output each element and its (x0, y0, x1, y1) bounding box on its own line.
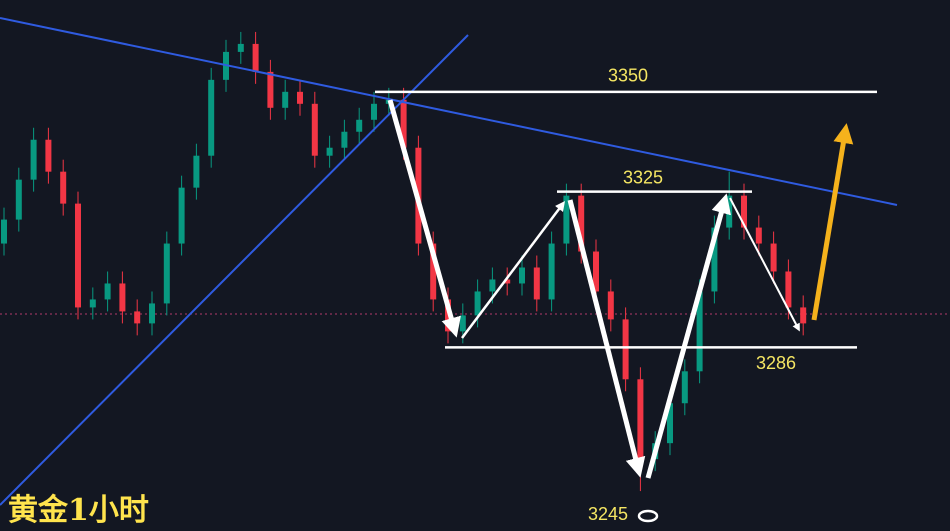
arrow (387, 99, 461, 338)
candle-body (60, 171, 67, 204)
candle-body (400, 99, 407, 148)
candle-body (533, 267, 540, 300)
candle-body (1, 219, 7, 244)
trendline (0, 34, 469, 506)
candle-body (607, 291, 614, 320)
arrow (811, 123, 854, 321)
candle-body (696, 291, 703, 372)
candle-body (755, 227, 762, 244)
candle-body (356, 119, 363, 132)
candle-body (800, 307, 807, 324)
candle-body (637, 379, 644, 460)
candle-body (149, 303, 155, 324)
candle-body (459, 315, 466, 332)
candle-body (252, 43, 259, 72)
arrow (461, 201, 566, 339)
low-marker (637, 509, 659, 523)
level-label: 3286 (756, 353, 796, 373)
arrow (645, 193, 731, 479)
candle-body (15, 179, 22, 220)
candle-body (297, 91, 303, 104)
candle-body (267, 71, 274, 108)
candle-body (770, 243, 777, 272)
candle-body (578, 195, 585, 252)
candle-body (681, 371, 688, 404)
chart-title: 黄金1小时 (8, 493, 149, 528)
candle-body (89, 299, 96, 308)
candle-body (667, 403, 673, 444)
candle-body (474, 291, 481, 316)
candle-body (119, 283, 126, 312)
candle-body (104, 283, 111, 300)
candle-body (622, 319, 629, 380)
candle-body (208, 79, 215, 156)
candle-body (519, 267, 525, 284)
level-label: 3245 (588, 504, 628, 524)
candle-body (430, 243, 437, 300)
candle-body (489, 279, 496, 292)
candle-body (193, 155, 200, 188)
arrows (387, 99, 854, 479)
candle-body (163, 243, 170, 304)
candle-body (548, 243, 555, 300)
candle-body (178, 187, 185, 244)
candle-body (282, 91, 289, 108)
candle-body (326, 147, 333, 156)
candle-body (785, 271, 792, 308)
level-label: 3325 (623, 167, 663, 187)
candle-body (341, 131, 348, 148)
candle-body (593, 251, 599, 292)
candle-body (75, 203, 81, 308)
candle-body (311, 103, 318, 156)
candle-body (45, 139, 52, 172)
candle-body (711, 227, 718, 292)
candle-body (563, 195, 570, 244)
candle-body (30, 139, 37, 180)
candle-body (371, 103, 377, 120)
arrow (567, 199, 646, 478)
candle-body (237, 43, 244, 52)
candle-body (134, 311, 141, 324)
trendline (0, 17, 898, 206)
candle-body (504, 279, 511, 284)
level-label: 3350 (608, 66, 648, 86)
arrow (729, 197, 800, 332)
levels: 3350 3325 3286 3245 (375, 66, 877, 524)
candle-body (741, 195, 747, 228)
